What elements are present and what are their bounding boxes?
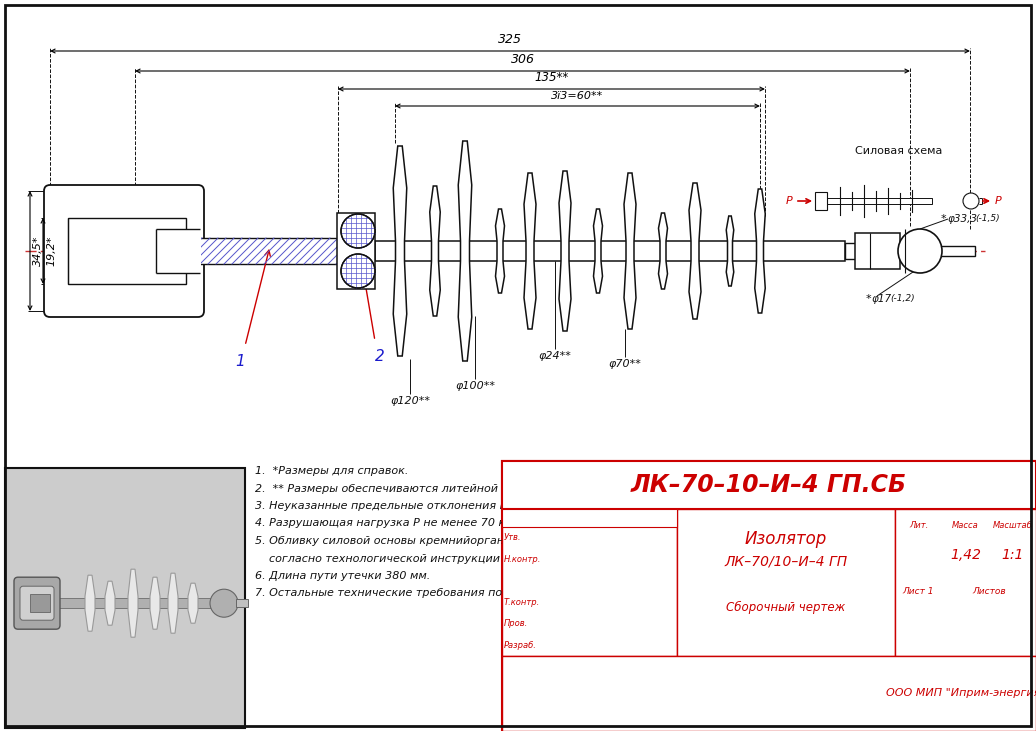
- FancyBboxPatch shape: [15, 577, 60, 629]
- Text: Лист: Лист: [527, 513, 547, 523]
- Text: 1: 1: [235, 354, 244, 369]
- Text: 325: 325: [498, 33, 522, 46]
- Circle shape: [210, 589, 238, 617]
- Polygon shape: [458, 141, 471, 361]
- Text: Утв.: Утв.: [503, 533, 521, 542]
- Text: φ24**: φ24**: [539, 351, 572, 361]
- Text: 4. Разрушающая нагрузка P не менее 70 кН.: 4. Разрушающая нагрузка P не менее 70 кН…: [255, 518, 517, 529]
- Bar: [5, 468, 244, 728]
- Text: Т.контр.: Т.контр.: [503, 598, 540, 607]
- Text: φ100**: φ100**: [455, 381, 495, 391]
- Text: № докум.: № докум.: [563, 513, 600, 523]
- Text: 1.  *Размеры для справок.: 1. *Размеры для справок.: [255, 466, 408, 476]
- Polygon shape: [128, 569, 138, 637]
- FancyBboxPatch shape: [20, 586, 54, 620]
- Text: Н.контр.: Н.контр.: [503, 555, 542, 564]
- Text: (-1,2): (-1,2): [890, 295, 915, 303]
- Text: Дата: Дата: [652, 513, 672, 523]
- Polygon shape: [394, 146, 407, 356]
- Text: φ70**: φ70**: [608, 359, 641, 369]
- Text: 3. Неуказанные предельные отклонения h16, H16, ±IT16/2.: 3. Неуказанные предельные отклонения h16…: [255, 501, 605, 511]
- Polygon shape: [689, 183, 701, 319]
- Text: 135**: 135**: [535, 71, 569, 84]
- Bar: [156, 229, 201, 273]
- Text: Масса: Масса: [952, 521, 979, 530]
- Bar: [677, 509, 895, 656]
- Bar: [937, 246, 975, 256]
- Text: Лит.: Лит.: [909, 521, 928, 530]
- Text: Разраб.: Разраб.: [503, 641, 537, 650]
- Text: 2: 2: [375, 349, 385, 364]
- Bar: [855, 233, 900, 269]
- Text: 34,5*: 34,5*: [33, 236, 44, 266]
- Polygon shape: [168, 573, 178, 633]
- Polygon shape: [559, 171, 571, 331]
- Text: 306: 306: [511, 53, 535, 66]
- Bar: [375, 241, 845, 261]
- Circle shape: [898, 229, 942, 273]
- Text: ЛК–70/10–И–4 ГП: ЛК–70/10–И–4 ГП: [724, 555, 847, 569]
- Circle shape: [341, 254, 375, 288]
- Circle shape: [963, 193, 979, 209]
- Polygon shape: [150, 577, 160, 629]
- Text: ООО МИП "Иприм-энергия": ООО МИП "Иприм-энергия": [886, 689, 1036, 699]
- Bar: [502, 461, 1036, 509]
- Text: Изолятор: Изолятор: [745, 530, 827, 548]
- Polygon shape: [188, 583, 198, 624]
- Text: 1:1: 1:1: [1002, 548, 1024, 562]
- FancyBboxPatch shape: [44, 185, 204, 317]
- Bar: [815, 192, 827, 210]
- Text: φ17: φ17: [872, 294, 892, 304]
- Bar: [198, 238, 345, 264]
- Text: (-1,5): (-1,5): [975, 214, 1000, 224]
- Text: Масштаб: Масштаб: [992, 521, 1033, 530]
- Text: Изм: Изм: [507, 513, 522, 523]
- Bar: [895, 509, 1036, 656]
- Text: P: P: [785, 196, 792, 206]
- Bar: [337, 213, 375, 289]
- Text: Силовая схема: Силовая схема: [855, 146, 943, 156]
- Polygon shape: [594, 209, 603, 293]
- Bar: [20, 598, 230, 608]
- Text: 6. Длина пути утечки 380 мм.: 6. Длина пути утечки 380 мм.: [255, 571, 430, 581]
- Polygon shape: [755, 189, 766, 313]
- Bar: [502, 656, 1036, 731]
- Text: 2.  ** Размеры обеспечиваются литейной оснасткой.: 2. ** Размеры обеспечиваются литейной ос…: [255, 483, 566, 493]
- Text: ЛК–70–10–И–4 ГП.СБ: ЛК–70–10–И–4 ГП.СБ: [631, 473, 906, 497]
- Text: φ33,3: φ33,3: [947, 214, 977, 224]
- Bar: [502, 509, 677, 656]
- Text: Лист 1: Лист 1: [902, 587, 934, 596]
- Polygon shape: [430, 186, 440, 316]
- Polygon shape: [85, 575, 95, 631]
- Text: согласно технологической инструкции и карты наладки.: согласно технологической инструкции и ка…: [255, 553, 607, 564]
- Text: P: P: [995, 196, 1002, 206]
- Text: Пров.: Пров.: [503, 619, 528, 628]
- Text: 5. Обливку силовой основы кремнийорганической резиной производить: 5. Обливку силовой основы кремнийорганич…: [255, 536, 683, 546]
- Bar: [502, 509, 677, 527]
- Bar: [236, 599, 248, 607]
- Text: *: *: [865, 294, 871, 304]
- Text: Сборочный чертеж: Сборочный чертеж: [726, 601, 845, 614]
- Circle shape: [341, 214, 375, 248]
- Polygon shape: [524, 173, 536, 329]
- Bar: [845, 243, 880, 259]
- Bar: [827, 198, 932, 204]
- Bar: [68, 218, 186, 284]
- Text: 19,2*: 19,2*: [46, 236, 56, 266]
- Text: Подп.: Подп.: [620, 513, 642, 523]
- Text: Листов: Листов: [972, 587, 1006, 596]
- Bar: [30, 594, 50, 612]
- Polygon shape: [105, 581, 115, 625]
- Text: 7. Остальные технические требования по ГОСТ P 28856-2009.: 7. Остальные технические требования по Г…: [255, 588, 621, 599]
- Polygon shape: [495, 209, 505, 293]
- Bar: [502, 461, 1036, 731]
- Text: 1,42: 1,42: [950, 548, 981, 562]
- Polygon shape: [624, 173, 636, 329]
- Text: φ120**: φ120**: [390, 396, 430, 406]
- Polygon shape: [659, 213, 667, 289]
- Text: *: *: [941, 214, 946, 224]
- Polygon shape: [726, 216, 733, 286]
- Text: 3ї3=60**: 3ї3=60**: [551, 91, 604, 101]
